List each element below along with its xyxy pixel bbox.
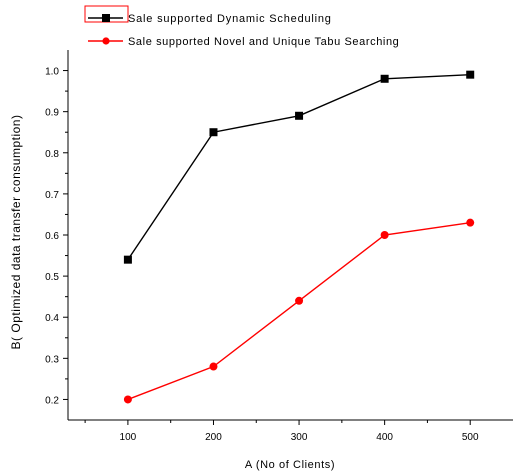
data-point-series-1	[295, 296, 304, 305]
data-point-series-1	[123, 395, 132, 404]
y-tick-label: 0.4	[45, 313, 59, 324]
y-tick-label: 0.7	[45, 190, 59, 201]
y-tick-label: 0.8	[45, 149, 59, 160]
x-tick-label: 200	[205, 432, 222, 443]
legend-label-0: Sale supported Dynamic Scheduling	[128, 13, 332, 25]
y-tick-label: 0.6	[45, 231, 59, 242]
x-tick-label: 500	[462, 432, 479, 443]
x-ticks: 100 200 300 400 500	[84, 420, 479, 443]
data-point-series-0	[380, 74, 389, 83]
legend-label-1: Sale supported Novel and Unique Tabu Sea…	[128, 36, 399, 48]
data-point-series-0	[295, 111, 304, 120]
x-tick-label: 300	[291, 432, 308, 443]
x-tick-label: 400	[376, 432, 393, 443]
data-point-series-0	[123, 255, 132, 264]
series-layer	[123, 70, 475, 404]
legend-marker-1	[102, 37, 110, 45]
legend: Sale supported Dynamic Scheduling Sale s…	[84, 5, 399, 48]
axes	[67, 50, 513, 421]
x-tick-label: 100	[120, 432, 137, 443]
y-axis-title: B( Optimized data transfer consumption)	[9, 115, 23, 350]
x-axis-title: A (No of Clients)	[245, 459, 335, 471]
y-tick-label: 0.3	[45, 354, 59, 365]
y-tick-label: 1.0	[45, 67, 59, 78]
data-point-series-1	[209, 362, 218, 371]
y-tick-label: 0.5	[45, 272, 59, 283]
series-line-1	[127, 221, 471, 401]
data-point-series-1	[466, 218, 475, 227]
data-point-series-1	[380, 231, 389, 239]
y-ticks: 0.2 0.3 0.4 0.5 0.6 0.7 0.8 0.9 1.0	[45, 67, 68, 406]
legend-marker-0	[102, 14, 110, 22]
series-line-0	[127, 73, 471, 261]
y-tick-label: 0.2	[45, 395, 59, 406]
y-tick-label: 0.9	[45, 108, 59, 119]
data-point-series-0	[209, 128, 218, 137]
data-point-series-0	[466, 70, 475, 79]
